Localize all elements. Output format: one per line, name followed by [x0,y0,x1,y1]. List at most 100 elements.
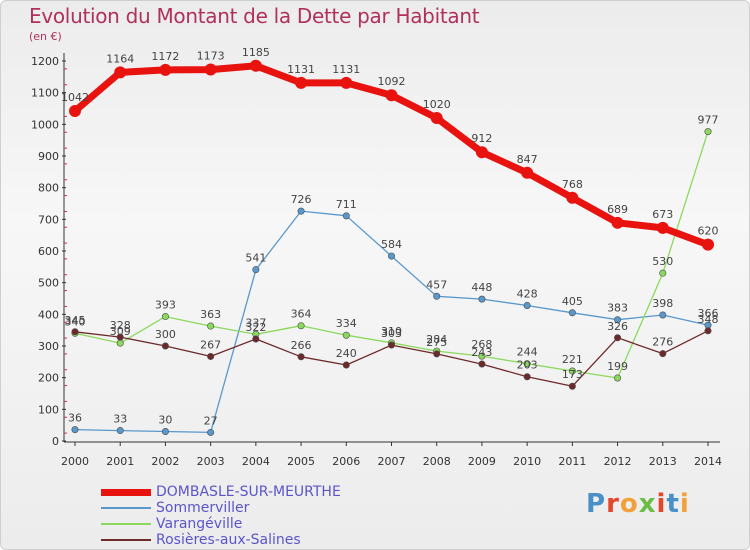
x-tick-label: 2011 [558,455,586,468]
y-tick-label: 300 [38,340,59,353]
data-point [71,328,79,336]
x-tick-label: 2003 [197,455,225,468]
data-label: 768 [562,178,583,191]
data-point [475,146,488,159]
data-point [433,292,441,300]
x-tick-label: 2010 [513,455,541,468]
x-tick-label: 2014 [694,455,722,468]
data-point [297,322,305,330]
legend-label: Sommerviller [156,500,250,516]
x-tick-label: 2009 [468,455,496,468]
data-label: 334 [336,317,357,330]
data-label: 620 [698,225,719,238]
data-label: 243 [471,346,492,359]
data-label: 1185 [242,46,270,59]
x-tick-label: 2001 [106,455,134,468]
y-tick-label: 1200 [31,55,59,68]
data-label: 530 [652,255,673,268]
data-point [614,334,622,342]
data-point [659,311,667,319]
data-point [568,382,576,390]
data-label: 673 [652,208,673,221]
data-label: 584 [381,238,402,251]
data-point [523,373,531,381]
data-label: 322 [245,321,266,334]
unit-label: (en €) [29,30,62,43]
chart-title: Evolution du Montant de la Dette par Hab… [29,4,480,28]
data-point [704,327,712,335]
data-point [385,89,398,102]
legend-swatch [101,507,151,509]
data-point [161,427,169,435]
data-label: 977 [698,114,719,127]
data-point [387,341,395,349]
legend-item-varangeville: Varangéville [101,516,401,532]
data-point [478,352,486,360]
data-label: 340 [65,315,86,328]
y-tick-label: 200 [38,372,59,385]
data-label: 328 [110,319,131,332]
legend-label: Varangéville [156,516,243,532]
y-tick-label: 900 [38,150,59,163]
logo-letter: i [679,489,690,519]
x-tick-label: 2004 [242,455,270,468]
data-point [207,322,215,330]
legend-item-sommerviller: Sommerviller [101,500,401,516]
data-point [523,360,531,368]
proxiti-logo: Proxiti [586,489,690,519]
data-point [207,352,215,360]
data-label: 240 [336,347,357,360]
y-tick-label: 600 [38,245,59,258]
data-label: 348 [698,313,719,326]
data-label: 27 [204,414,218,427]
y-tick-label: 400 [38,308,59,321]
data-label: 345 [65,314,86,327]
data-label: 1092 [378,75,406,88]
data-point [702,238,714,251]
legend-swatch [101,523,151,525]
data-label: 1020 [423,98,451,111]
x-tick-label: 2005 [287,455,315,468]
data-label: 326 [607,320,628,333]
y-tick-label: 0 [52,435,59,448]
data-label: 30 [158,414,172,427]
data-label: 173 [562,368,583,381]
data-label: 689 [607,203,628,216]
data-point [252,266,260,274]
data-point [387,252,395,260]
data-label: 1173 [197,50,225,63]
x-tick-label: 2008 [423,455,451,468]
legend-label: Rosières-aux-Salines [156,532,301,548]
data-point [342,361,350,369]
data-point [656,221,669,234]
data-point [295,76,308,89]
data-point [568,309,576,317]
data-point [116,427,124,435]
data-label: 244 [517,346,538,359]
data-label: 199 [607,360,628,373]
data-point [161,313,169,321]
data-point [521,166,534,179]
x-tick-label: 2002 [151,455,179,468]
data-point [478,360,486,368]
data-point [611,216,624,229]
x-tick-label: 2012 [604,455,632,468]
data-label: 1131 [287,63,315,76]
data-point [249,59,262,72]
y-tick-label: 1000 [31,118,59,131]
x-tick-label: 2000 [61,455,89,468]
x-tick-label: 2007 [378,455,406,468]
data-label: 309 [110,325,131,338]
data-label: 1131 [332,63,360,76]
logo-letter: r [606,489,620,519]
data-point [523,301,531,309]
data-point [342,212,350,220]
data-label: 428 [517,287,538,300]
data-label: 268 [471,338,492,351]
data-label: 457 [426,278,447,291]
y-tick-label: 800 [38,182,59,195]
data-point [116,339,124,347]
data-point [207,428,215,436]
